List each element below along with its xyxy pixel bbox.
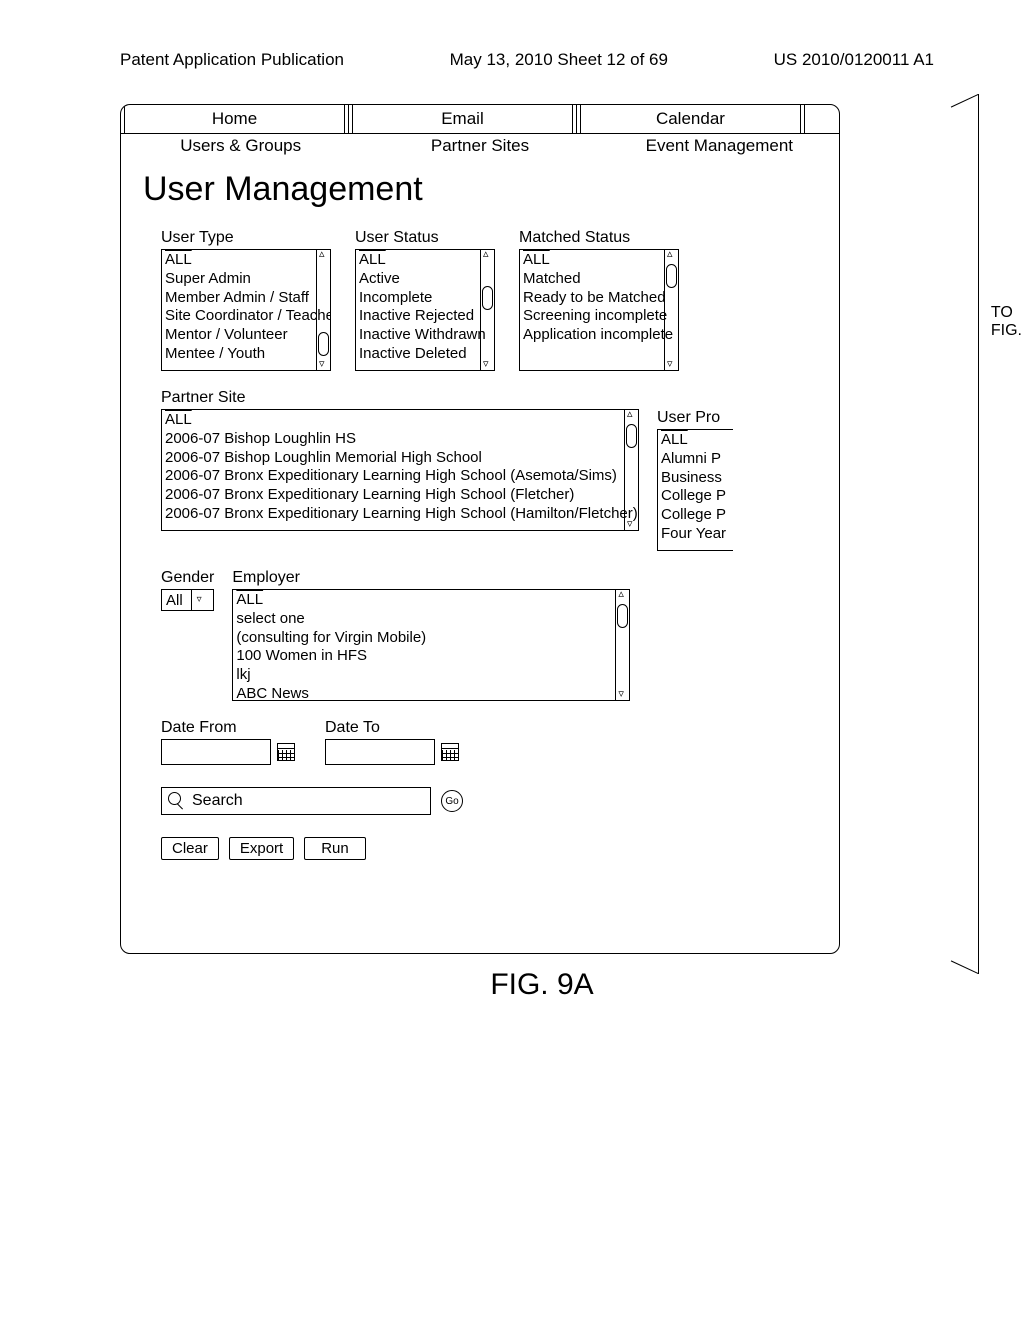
tab-calendar[interactable]: Calendar <box>577 105 805 133</box>
date-from-input[interactable] <box>161 739 271 765</box>
scrollbar[interactable] <box>624 410 638 530</box>
to-label: TO <box>991 304 1024 322</box>
scrollbar[interactable] <box>615 590 629 700</box>
gender-select[interactable]: All ▿ <box>161 589 214 611</box>
partner-site-label: Partner Site <box>161 389 839 407</box>
clear-button[interactable]: Clear <box>161 837 219 860</box>
figure-caption: FIG. 9A <box>120 968 964 1002</box>
app-window: Home Email Calendar Users & Groups Partn… <box>120 104 840 954</box>
lead-line <box>939 94 979 974</box>
to-fig-label: FIG. 9B <box>991 322 1024 340</box>
date-from-label: Date From <box>161 719 295 737</box>
run-button[interactable]: Run <box>304 837 366 860</box>
subtab-event-mgmt[interactable]: Event Management <box>600 136 839 156</box>
user-status-list[interactable]: ALL Active Incomplete Inactive Rejected … <box>355 249 495 371</box>
date-to-label: Date To <box>325 719 459 737</box>
pub-number: US 2010/0120011 A1 <box>774 50 934 70</box>
tab-email[interactable]: Email <box>349 105 577 133</box>
subtab-users-groups[interactable]: Users & Groups <box>121 136 360 156</box>
gender-label: Gender <box>161 569 214 587</box>
export-button[interactable]: Export <box>229 837 294 860</box>
search-icon <box>168 792 186 810</box>
date-to-input[interactable] <box>325 739 435 765</box>
user-pro-list[interactable]: ALL Alumni P Business College P College … <box>657 429 733 551</box>
employer-list[interactable]: ALL select one (consulting for Virgin Mo… <box>232 589 630 701</box>
date-sheet: May 13, 2010 Sheet 12 of 69 <box>450 50 668 70</box>
calendar-icon[interactable] <box>441 743 459 761</box>
employer-label: Employer <box>232 569 630 587</box>
scrollbar[interactable] <box>664 250 678 370</box>
search-label: Search <box>192 792 243 810</box>
scrollbar[interactable] <box>316 250 330 370</box>
patent-header: Patent Application Publication May 13, 2… <box>0 0 1024 74</box>
partner-site-list[interactable]: ALL 2006-07 Bishop Loughlin HS 2006-07 B… <box>161 409 639 531</box>
tab-overflow <box>805 105 839 133</box>
tab-home[interactable]: Home <box>121 105 349 133</box>
user-pro-label: User Pro <box>657 409 733 427</box>
matched-status-list[interactable]: ALL Matched Ready to be Matched Screenin… <box>519 249 679 371</box>
sub-tabs: Users & Groups Partner Sites Event Manag… <box>121 134 839 162</box>
subtab-partner-sites[interactable]: Partner Sites <box>360 136 599 156</box>
calendar-icon[interactable] <box>277 743 295 761</box>
page-title: User Management <box>121 162 839 229</box>
matched-status-label: Matched Status <box>519 229 679 247</box>
user-type-list[interactable]: ALL Super Admin Member Admin / Staff Sit… <box>161 249 331 371</box>
top-tabs: Home Email Calendar <box>121 105 839 134</box>
user-status-label: User Status <box>355 229 495 247</box>
to-fig-9b: TO FIG. 9B <box>991 304 1024 341</box>
search-input[interactable]: Search <box>161 787 431 815</box>
pub-label: Patent Application Publication <box>120 50 344 70</box>
go-button[interactable]: Go <box>441 790 463 812</box>
user-type-label: User Type <box>161 229 331 247</box>
chevron-down-icon: ▿ <box>191 590 207 610</box>
scrollbar[interactable] <box>480 250 494 370</box>
